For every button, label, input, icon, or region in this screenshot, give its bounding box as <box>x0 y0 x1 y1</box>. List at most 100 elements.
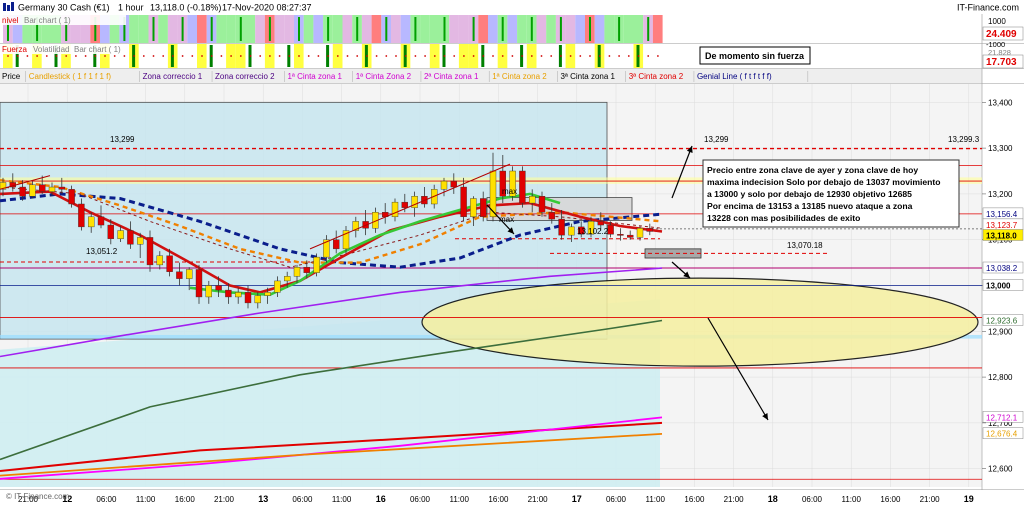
candle-body <box>538 195 546 213</box>
nivel-tick <box>210 17 213 41</box>
candle-body <box>646 228 653 232</box>
nivel-bar <box>51 15 62 43</box>
nivel-tick <box>472 17 475 41</box>
analysis-line-2: maxima indecision Solo por debajo de 130… <box>707 177 941 187</box>
price-tag-box <box>982 279 1024 291</box>
fuerza-dot <box>162 55 165 57</box>
nivel-bar <box>245 15 256 43</box>
fuerza-dot <box>210 55 213 57</box>
fuerza-dot <box>550 55 553 57</box>
candle-body <box>636 228 644 238</box>
candle-body <box>136 237 144 245</box>
time-tick-label: 12 <box>62 494 72 504</box>
olive-ma-line <box>0 319 663 461</box>
candle-body <box>460 186 467 218</box>
fuerza-dot <box>94 55 97 57</box>
nivel-label-backdrop <box>0 15 126 25</box>
nivel-value-tag <box>982 26 1024 41</box>
fuerza-dot <box>453 55 456 57</box>
nivel-tick <box>589 17 591 41</box>
candle-body <box>470 198 477 218</box>
candle-body <box>205 285 213 298</box>
fuerza-dot <box>230 55 233 57</box>
fuerza-dot <box>492 55 494 57</box>
analysis-line-3: a 13000 y solo por debajo de 12930 objet… <box>707 189 912 199</box>
legend-item-3: Zona correccio 2 <box>215 72 275 81</box>
candle-body <box>293 266 301 277</box>
time-tick-label: 06:00 <box>606 495 627 504</box>
candle-body <box>607 224 614 235</box>
fuerza-dot <box>104 55 106 57</box>
fuerza-dot <box>142 55 145 57</box>
candles-layer <box>0 152 653 309</box>
candle-body <box>352 221 359 231</box>
candle-body <box>313 256 320 273</box>
candle-body <box>342 230 350 250</box>
fuerza-dot <box>327 55 329 57</box>
header-datetime: 17-Nov-2020 08:27:37 <box>222 3 312 13</box>
candle-body <box>146 237 154 266</box>
nivel-bar <box>80 15 91 43</box>
price-tick-label: 13,400 <box>988 98 1013 107</box>
time-tick-label: 21:00 <box>920 495 941 504</box>
nivel-bar <box>546 15 556 43</box>
time-tick-label: 06:00 <box>802 495 823 504</box>
analysis-line-5: 13228 con mas posibilidades de exito <box>707 213 860 223</box>
analysis-line-1: Precio entre zona clave de ayer y zona c… <box>707 165 918 175</box>
fuerza-dot <box>278 55 281 57</box>
legend-item-5: 1ª Cinta Zona 2 <box>356 72 412 81</box>
nivel-bar <box>255 15 265 43</box>
nivel-panel-label: nivel <box>2 16 19 25</box>
candle-body <box>578 226 585 235</box>
header-bar <box>0 0 1024 14</box>
fuerza-dot <box>608 55 611 57</box>
nivel-bar <box>216 15 227 43</box>
time-tick-label: 11:00 <box>136 495 156 504</box>
nivel-bar <box>313 15 324 43</box>
nivel-scale-value: 24.409 <box>986 29 1017 40</box>
nivel-tick <box>414 17 417 41</box>
nivel-bar <box>284 15 294 43</box>
time-tick-label: 11:00 <box>645 495 665 504</box>
nivel-bar <box>400 15 411 43</box>
fuerza-label-backdrop <box>0 44 128 54</box>
indicator-legend: Price Candlestick ( 1 f 1 f 1 f) Zona corr… <box>2 71 809 82</box>
fuerza-dot <box>307 55 310 57</box>
nivel-bar <box>12 15 23 43</box>
nivel-bar <box>652 15 663 43</box>
price-tag-6: 12,712.1 <box>986 413 1018 422</box>
nivel-tick <box>123 17 126 41</box>
candle-body <box>0 182 7 190</box>
analysis-line-4: Por encima de 13153 a 13185 nuevo ataque… <box>707 201 913 211</box>
candle-body <box>548 212 555 220</box>
nivel-bar <box>100 15 110 43</box>
orange-slow-ma-line <box>0 433 663 477</box>
candle-body <box>391 201 399 218</box>
candle-body <box>29 184 36 197</box>
candle-body <box>156 255 164 266</box>
level-label-13051: 13,051.2 <box>86 247 118 256</box>
nivel-bar <box>517 15 527 43</box>
nivel-panel-sublabel: Bar chart ( 1) <box>24 16 71 25</box>
fuerza-dot <box>123 55 126 57</box>
nivel-tick <box>36 17 39 41</box>
legend-item-0: Price <box>2 72 21 81</box>
legend-item-2: Zona correccio 1 <box>143 72 203 81</box>
price-tick-label: 13,200 <box>988 190 1013 199</box>
fuerza-dot <box>501 55 504 57</box>
candle-body <box>558 218 565 236</box>
nivel-tick <box>443 17 446 41</box>
candle-body <box>87 216 95 228</box>
fuerza-note: De momento sin fuerza <box>705 51 805 61</box>
fuerza-dot <box>220 55 223 57</box>
nivel-bar <box>536 15 547 43</box>
price-tick-label: 12,900 <box>988 327 1013 336</box>
candle-body <box>107 224 115 239</box>
nivel-tick <box>181 17 184 41</box>
time-tick-label: 18 <box>768 494 778 504</box>
fuerza-dot <box>569 55 572 57</box>
nivel-tick <box>647 17 650 41</box>
price-tick-label: 13,300 <box>988 144 1013 153</box>
candle-body <box>254 295 262 304</box>
